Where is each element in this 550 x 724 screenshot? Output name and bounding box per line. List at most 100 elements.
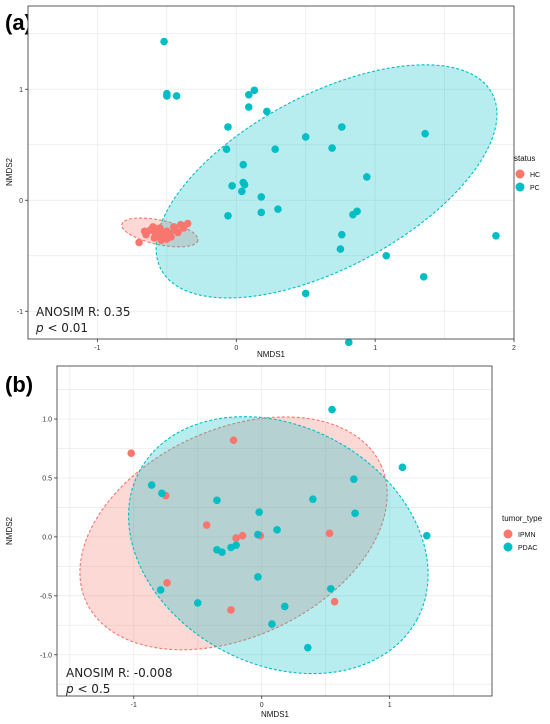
legend-title-a: status <box>514 154 535 163</box>
points-a <box>135 37 500 347</box>
point-pdac <box>156 586 165 594</box>
point-ipmn <box>202 521 211 529</box>
point-pc <box>301 133 310 141</box>
point-pc <box>344 338 353 347</box>
x-tick-label: 1 <box>373 345 377 352</box>
point-pc <box>492 231 500 240</box>
point-pdac <box>328 405 336 414</box>
point-pdac <box>213 546 221 554</box>
point-hc <box>179 224 188 232</box>
point-pc <box>271 145 279 153</box>
x-tick-label: 0 <box>260 702 264 709</box>
point-pdac <box>309 495 317 503</box>
point-pc <box>224 211 232 220</box>
point-pc <box>349 210 357 219</box>
anosim-stat-a: ANOSIM R: 0.35 <box>36 305 131 319</box>
anosim-stat-b: ANOSIM R: -0.008 <box>66 666 172 680</box>
plot-area-a <box>28 6 514 339</box>
x-tick-label: 0 <box>234 345 238 352</box>
legend-key-hc <box>515 169 525 179</box>
point-hc <box>153 225 161 233</box>
point-hc <box>140 227 149 236</box>
point-pc <box>239 160 248 169</box>
point-hc <box>158 228 167 237</box>
y-tick-label: 0.5 <box>42 475 52 482</box>
point-pdac <box>193 599 202 607</box>
point-pc <box>419 273 428 281</box>
ticks-b: -1 0 1 -1.0 -0.5 0.0 0.5 1.0 <box>40 417 392 709</box>
legend-key-pc <box>515 182 525 192</box>
p-symbol-a: p <box>35 321 44 335</box>
point-pc <box>244 103 253 111</box>
y-axis-title-b: NMDS2 <box>5 516 14 545</box>
point-pdac <box>227 543 235 552</box>
y-tick-label: -1.0 <box>40 652 52 659</box>
p-threshold-b: < 0.5 <box>74 682 111 696</box>
legend-title-b: tumor_type <box>502 514 543 523</box>
legend-label-pdac: PDAC <box>518 545 537 552</box>
point-pdac <box>350 475 358 483</box>
x-tick-label: 2 <box>512 345 516 352</box>
point-pc <box>222 145 231 153</box>
point-pc <box>301 289 310 298</box>
p-value-b: p < 0.5 <box>65 682 110 696</box>
legend-label-pc: PC <box>530 185 540 192</box>
panel-b-tag: (b) <box>5 372 33 397</box>
point-hc <box>174 228 182 237</box>
point-pc <box>421 129 429 138</box>
x-tick-label: -1 <box>131 702 137 709</box>
p-threshold-a: < 0.01 <box>44 321 88 335</box>
point-pc <box>250 86 259 95</box>
legend-key-pdac <box>503 542 513 552</box>
point-pc <box>328 144 336 152</box>
p-value-a: p < 0.01 <box>35 321 88 335</box>
point-pc <box>382 251 391 260</box>
point-pc <box>172 92 181 100</box>
point-pc <box>257 193 266 201</box>
legend-label-ipmn: IPMN <box>518 532 536 539</box>
legend-label-hc: HC <box>530 172 540 179</box>
y-tick-label: -0.5 <box>40 593 52 600</box>
point-pc <box>224 123 232 131</box>
point-pc <box>163 92 171 100</box>
x-tick-label: 1 <box>388 702 392 709</box>
point-pc <box>238 187 246 196</box>
p-symbol-b: p <box>65 682 74 696</box>
point-pdac <box>268 620 276 628</box>
point-hc <box>167 233 175 241</box>
point-pc <box>363 173 371 181</box>
y-tick-label: 1.0 <box>42 417 52 424</box>
ellipse-ipmn <box>79 416 388 651</box>
panel-a-tag: (a) <box>5 10 32 35</box>
point-pc <box>338 230 346 239</box>
point-pc <box>257 208 266 217</box>
points-b <box>127 405 431 652</box>
point-ipmn <box>227 606 235 614</box>
point-pdac <box>213 496 221 505</box>
point-pc <box>274 205 282 213</box>
x-axis-title-a: NMDS1 <box>257 350 286 359</box>
point-ipmn <box>232 534 240 542</box>
point-pc <box>244 91 253 99</box>
ellipse-pc <box>155 64 498 299</box>
point-pc <box>263 107 271 116</box>
panel-b-tumor-type: (b) -1 0 1 -1.0 -0.5 0.0 0.5 1.0 NMDS1 NMDS2 AN… <box>5 365 543 719</box>
point-ipmn <box>127 449 136 458</box>
plot-frame-a <box>27 5 515 340</box>
legend-a: status HC PC <box>514 154 540 192</box>
plot-frame-b <box>56 365 493 697</box>
x-axis-title-b: NMDS1 <box>261 710 290 719</box>
point-ipmn <box>325 529 334 538</box>
point-ipmn <box>330 597 339 606</box>
point-pdac <box>351 509 359 518</box>
point-pdac <box>422 531 431 540</box>
y-tick-label: 0 <box>19 198 23 205</box>
point-hc <box>157 236 166 245</box>
legend-key-ipmn <box>503 529 513 539</box>
x-tick-label: -1 <box>94 345 100 352</box>
point-pdac <box>254 530 262 539</box>
point-pdac <box>280 602 289 611</box>
point-pdac <box>158 489 166 498</box>
gridlines-b <box>57 366 492 696</box>
